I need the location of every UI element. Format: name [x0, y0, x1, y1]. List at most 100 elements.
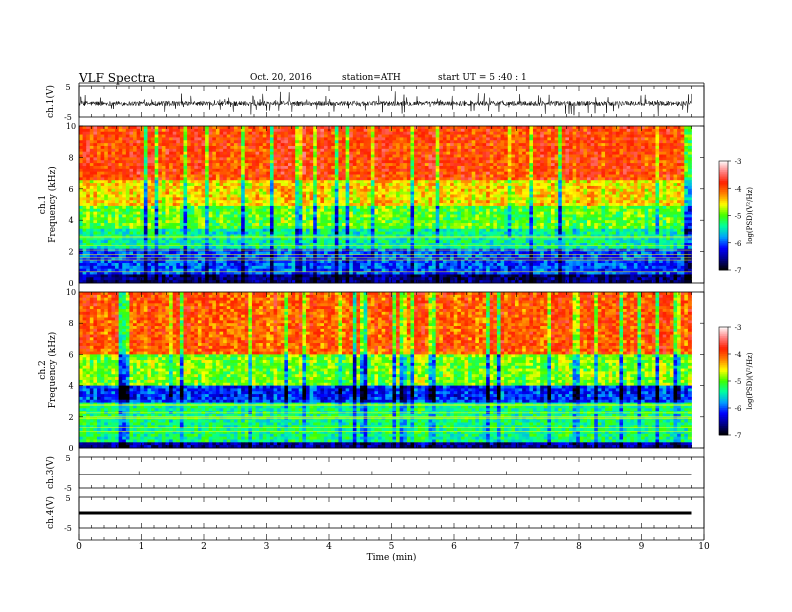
spectrogram-cell: [331, 168, 336, 173]
spectrogram-cell: [370, 163, 375, 167]
spectrogram-cell: [612, 194, 617, 198]
spectrogram-cell: [460, 177, 465, 181]
spectrogram-cell: [504, 168, 509, 173]
spectrogram-cell: [187, 165, 192, 170]
spectrogram-cell: [305, 203, 310, 207]
spectrogram-cell: [226, 154, 231, 158]
spectrogram-cell: [79, 205, 83, 210]
spectrogram-cell: [655, 191, 660, 195]
spectrogram-cell: [212, 197, 217, 201]
spectrogram-cell: [327, 183, 332, 187]
spectrogram-cell: [410, 171, 415, 175]
spectrogram-cell: [147, 197, 152, 201]
spectrogram-cell: [259, 165, 264, 170]
spectrogram-cell: [147, 194, 152, 198]
spectrogram-cell: [619, 145, 624, 150]
spectrogram-cell: [269, 128, 274, 133]
spectrogram-cell: [453, 140, 458, 144]
spectrogram-cell: [669, 174, 674, 178]
spectrogram-cell: [248, 128, 253, 133]
spectrogram-cell: [576, 203, 581, 207]
spectrogram-cell: [659, 154, 664, 158]
spectrogram-cell: [414, 151, 419, 155]
spectrogram-cell: [97, 165, 102, 170]
spectrogram-cell: [324, 134, 328, 138]
spectrogram-cell: [648, 203, 653, 207]
spectrogram-cell: [352, 171, 357, 175]
spectrogram-cell: [514, 171, 519, 175]
spectrogram-cell: [212, 134, 217, 138]
spectrogram-cell: [543, 185, 548, 190]
spectrogram-cell: [666, 183, 671, 187]
spectrogram-cell: [687, 165, 692, 170]
spectrogram-cell: [392, 203, 397, 207]
spectrogram-cell: [194, 160, 199, 164]
spectrogram-cell: [569, 134, 573, 138]
spectrogram-cell: [345, 151, 350, 155]
spectrogram-cell: [309, 188, 314, 193]
spectrogram-cell: [179, 151, 184, 155]
spectrogram-cell: [680, 194, 685, 198]
spectrogram-cell: [269, 154, 274, 158]
spectrogram-cell: [511, 160, 516, 164]
spectrogram-cell: [525, 163, 530, 167]
spectrogram-cell: [158, 157, 163, 161]
spectrogram-cell: [381, 143, 386, 147]
spectrogram-cell: [151, 137, 156, 141]
spectrogram-cell: [291, 137, 296, 141]
spectrogram-cell: [194, 185, 199, 190]
spectrogram-cell: [172, 140, 177, 144]
spectrogram-cell: [259, 183, 264, 187]
spectrogram-cell: [496, 200, 501, 204]
spectrogram-cell: [259, 137, 264, 141]
spectrogram-cell: [147, 131, 152, 135]
spectrogram-cell: [421, 205, 426, 210]
spectrogram-cell: [280, 200, 285, 204]
spectrogram-cell: [125, 140, 130, 144]
spectrogram-cell: [154, 157, 159, 161]
spectrogram-cell: [143, 177, 148, 181]
spectrogram-cell: [615, 171, 620, 175]
spectrogram-cell: [136, 137, 141, 141]
spectrogram-cell: [179, 171, 184, 175]
spectrogram-cell: [540, 174, 545, 178]
spectrogram-cell: [352, 137, 357, 141]
spectrogram-cell: [100, 160, 105, 164]
spectrogram-cell: [410, 177, 415, 181]
spectrogram-cell: [385, 148, 390, 153]
spectrogram-cell: [439, 134, 444, 138]
spectrogram-cell: [269, 194, 274, 198]
spectrogram-cell: [453, 185, 458, 190]
spectrogram-cell: [316, 137, 321, 141]
spectrogram-cell: [630, 203, 635, 207]
spectrogram-cell: [594, 180, 599, 184]
spectrogram-cell: [587, 180, 592, 184]
spectrogram-cell: [569, 157, 573, 161]
spectrogram-cell: [507, 157, 512, 161]
spectrogram-cell: [233, 191, 238, 195]
spectrogram-cell: [489, 183, 494, 187]
spectrogram-cell: [655, 160, 660, 164]
spectrogram-cell: [219, 177, 224, 181]
spectrogram-cell: [360, 183, 365, 187]
spectrogram-cell: [262, 143, 267, 147]
spectrogram-cell: [107, 188, 112, 193]
spectrogram-cell: [273, 140, 278, 144]
spectrogram-cell: [378, 200, 383, 204]
spectrogram-cell: [633, 168, 638, 173]
spectrogram-cell: [197, 128, 202, 133]
spectrogram-cell: [464, 134, 469, 138]
spectrogram-cell: [532, 134, 537, 138]
spectrogram-cell: [641, 128, 646, 133]
spectrogram-cell: [93, 134, 98, 138]
spectrogram-cell: [414, 134, 419, 138]
spectrogram-cell: [241, 194, 246, 198]
spectrogram-cell: [324, 183, 328, 187]
spectrogram-cell: [223, 157, 228, 161]
spectrogram-cell: [305, 157, 310, 161]
spectrogram-cell: [363, 145, 368, 150]
spectrogram-cell: [392, 131, 397, 135]
spectrogram-cell: [338, 140, 343, 144]
spectrogram-cell: [496, 171, 501, 175]
spectrogram-cell: [626, 185, 631, 190]
